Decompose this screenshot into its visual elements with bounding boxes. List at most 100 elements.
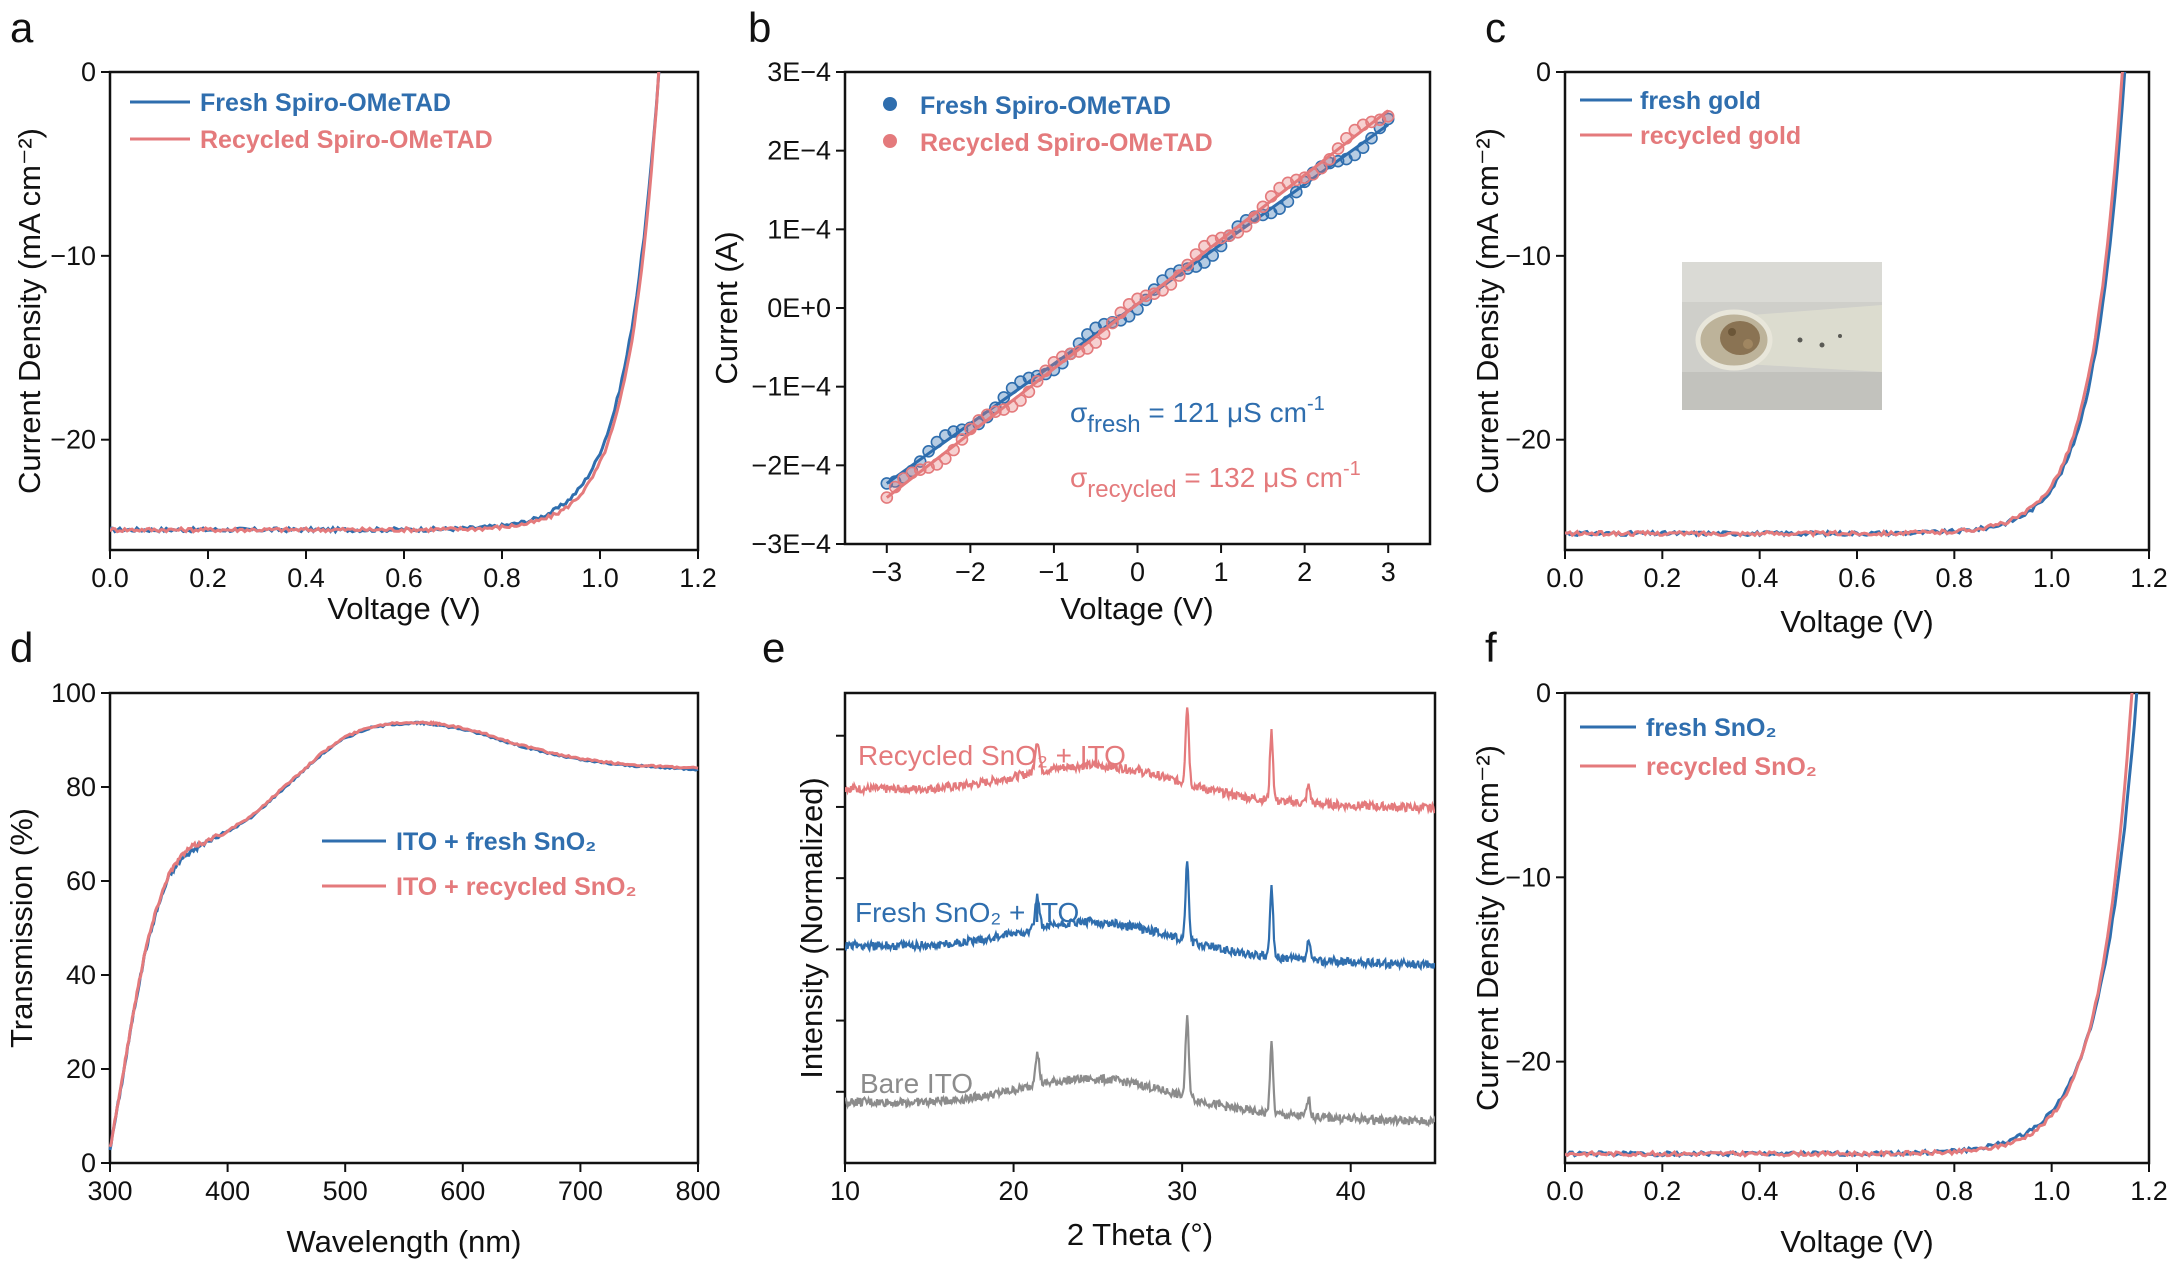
x-tick-label: 20 [999,1176,1029,1206]
axis-ticks: 0.0 0.2 0.4 0.6 0.8 1.0 1.2 0 −10 −20 [50,57,717,593]
legend: fresh SnO₂ recycled SnO₂ [1580,714,1817,781]
axis-ticks: −3 −2 −1 0 1 2 3 3E−4 2E−4 1E−4 0E+0 −1E−4 −2E−4 −3E−… [751,57,1395,587]
x-tick-label: 1.0 [2033,563,2071,593]
panel-b-iv-conductivity: −3 −2 −1 0 1 2 3 3E−4 2E−4 1E−4 0E+0 −1E−4 −2E−4 −3E−… [709,57,1432,626]
y-tick-label: 0E+0 [767,293,831,323]
data-point [1164,278,1178,291]
x-tick-label: 30 [1167,1176,1197,1206]
legend-label-recycled: recycled gold [1640,122,1801,150]
data-point [897,472,910,485]
data-point [972,414,986,427]
y-tick-label: 0 [81,1148,96,1178]
legend-marker-recycled [883,134,897,148]
data-point [1198,256,1211,269]
y-tick-label: −20 [1505,1047,1551,1077]
x-tick-label: 0.0 [1546,563,1584,593]
legend: Fresh Spiro-OMeTAD Recycled Spiro-OMeTAD [130,89,493,154]
y-tick-label: 1E−4 [767,214,831,244]
legend-label-fresh: ITO + fresh SnO₂ [396,828,596,856]
x-tick-label: 0.6 [385,563,423,593]
data-point [1014,394,1027,407]
x-tick-label: 0.4 [287,563,325,593]
x-tick-label: 500 [323,1176,368,1206]
data-point [1356,141,1370,154]
panel-letter-c: c [1485,4,1506,51]
x-tick-label: 1.2 [679,563,717,593]
data-point [1081,342,1094,355]
x-tick-label: 0.2 [189,563,227,593]
x-tick-label: 1 [1214,557,1229,587]
data-point [1290,185,1303,199]
data-point [1189,248,1203,261]
y-tick-label: −1E−4 [751,372,831,402]
panel-f-jv-sno2: 0.0 0.2 0.4 0.6 0.8 1.0 1.2 0 −10 −20 Voltage (V)… [1470,678,2168,1259]
series-label-fresh: Fresh SnO₂ + ITO [855,897,1079,928]
data-point [1281,195,1295,208]
panel-c-jv-gold: 0.0 0.2 0.4 0.6 0.8 1.0 1.2 0 −10 −20 Voltage (V)… [1470,57,2168,639]
x-tick-label: 1.2 [2130,1176,2168,1206]
plot-frame [108,691,700,1165]
panel-letter-a: a [10,4,34,51]
data-series [880,109,1395,504]
x-axis-title: Voltage (V) [1780,1224,1933,1259]
data-series [1565,72,2127,538]
data-point [1030,374,1044,388]
legend: ITO + fresh SnO₂ ITO + recycled SnO₂ [322,828,637,901]
data-point [1323,153,1336,166]
data-point [1114,306,1128,320]
legend-label-fresh: fresh SnO₂ [1646,714,1777,742]
axis-ticks: 0.0 0.2 0.4 0.6 0.8 1.0 1.2 0 −10 −20 [1505,678,2168,1206]
y-tick-label: 20 [66,1054,96,1084]
x-tick-label: 0.4 [1741,563,1779,593]
x-tick-label: 0.2 [1644,563,1682,593]
x-tick-label: −3 [871,557,902,587]
data-point [1256,200,1270,214]
data-point [997,391,1011,404]
x-tick-label: 0.4 [1741,1176,1779,1206]
data-point [1039,364,1052,378]
data-series [108,719,699,1151]
x-tick-label: −2 [955,557,986,587]
legend: Fresh Spiro-OMeTAD Recycled Spiro-OMeTAD [883,92,1213,157]
x-axis-title: Voltage (V) [327,591,480,626]
x-axis-title: Voltage (V) [1060,591,1213,626]
data-point [1005,381,1019,395]
x-tick-label: 0.0 [91,563,129,593]
y-axis-title: Current Density (mA cm⁻²) [12,128,47,494]
annotation-sigma-fresh: σfresh = 121 μS cm-1 [1070,393,1325,438]
data-point [1315,161,1328,175]
y-tick-label: −10 [50,241,96,271]
y-axis-title: Current Density (mA cm⁻²) [1470,128,1505,494]
x-tick-label: 800 [675,1176,720,1206]
x-tick-label: 2 [1297,557,1312,587]
y-axis-title: Current Density (mA cm⁻²) [1470,745,1505,1111]
y-tick-label: 40 [66,960,96,990]
series-line-recycled [108,719,699,1148]
data-point [922,444,935,458]
panel-a-jv-spiro: 0.0 0.2 0.4 0.6 0.8 1.0 1.2 0 −10 −20 Voltage (V)… [12,57,717,626]
y-tick-label: 60 [66,866,96,896]
x-axis-title: 2 Theta (°) [1067,1217,1213,1252]
data-point [930,435,944,449]
xrd-pattern [845,707,1435,816]
legend-marker-fresh [883,97,897,111]
x-tick-label: 300 [87,1176,132,1206]
data-point [880,491,894,504]
annotation-sigma-recycled: σrecycled = 132 μS cm-1 [1070,458,1361,503]
x-axis-title: Wavelength (nm) [287,1224,522,1259]
x-tick-label: 40 [1336,1176,1366,1206]
data-point [1089,336,1102,349]
panel-letter-e: e [762,624,785,671]
x-tick-label: 0.6 [1838,1176,1876,1206]
xrd-pattern [845,861,1435,972]
series-line-recycled [1565,72,2125,538]
axis-ticks: 0.0 0.2 0.4 0.6 0.8 1.0 1.2 0 −10 −20 [1505,57,2168,593]
x-tick-label: 1.0 [581,563,619,593]
data-series [845,707,1435,1128]
x-tick-label: 0.0 [1546,1176,1584,1206]
x-tick-label: 10 [830,1176,860,1206]
x-tick-label: 3 [1381,557,1396,587]
data-point [930,458,944,471]
panel-d-transmission: 300 400 500 600 700 800 0 20 40 60 80 100 Wavelengt… [4,678,721,1259]
panel-letter-b: b [748,4,771,51]
